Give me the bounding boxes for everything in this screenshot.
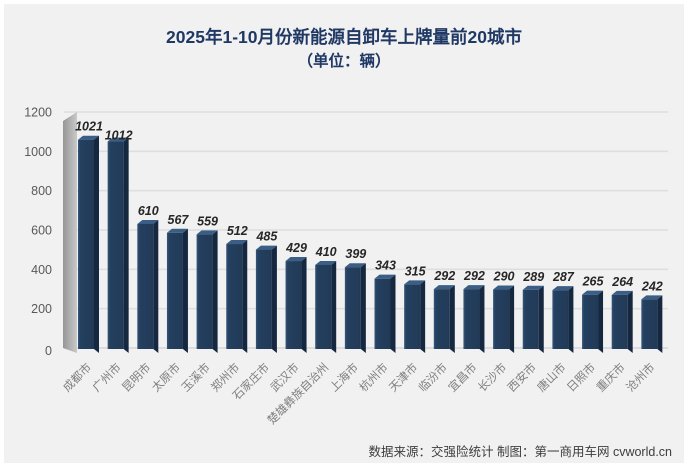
x-axis-category-label: 西安市 — [505, 360, 539, 394]
x-axis-category-label: 日照市 — [564, 360, 598, 394]
bar — [226, 240, 248, 353]
bar-value-label: 292 — [433, 269, 455, 283]
bar — [493, 285, 515, 353]
bar — [78, 135, 99, 353]
bar-value-label: 287 — [552, 270, 575, 284]
x-axis-category-label: 天津市 — [386, 360, 420, 394]
bar — [522, 285, 544, 353]
bar-value-label: 1012 — [105, 129, 133, 143]
bar-value-label: 292 — [463, 269, 485, 283]
chart-title: 2025年1-10月份新能源自卸车上牌量前20城市 — [166, 27, 522, 47]
bar — [374, 274, 396, 353]
bar-value-label: 559 — [197, 214, 218, 228]
bar — [315, 260, 337, 353]
bar-value-label: 410 — [315, 245, 337, 259]
x-axis-category-label: 临汾市 — [416, 360, 450, 394]
bar-value-label: 343 — [375, 259, 396, 273]
axis-wall-3d — [63, 112, 77, 353]
y-axis-tick-label: 1000 — [24, 145, 52, 159]
x-axis-category-label: 太原市 — [149, 360, 183, 394]
y-axis-tick-label: 400 — [31, 263, 52, 277]
bar — [404, 280, 426, 353]
data-source-note: 数据来源：交强险统计 制图：第一商用车网 cvworld.cn — [368, 445, 673, 459]
bar-value-label: 290 — [493, 270, 515, 284]
bar — [107, 137, 129, 353]
bar-value-label: 512 — [227, 224, 248, 238]
x-axis-category-label: 广州市 — [89, 360, 123, 394]
x-axis-category-label: 上海市 — [327, 360, 361, 394]
bar — [641, 295, 663, 353]
x-axis-category-label: 长沙市 — [475, 360, 509, 394]
bar-value-label: 485 — [255, 230, 278, 244]
bar-value-label: 429 — [285, 241, 307, 255]
x-axis-category-label: 唐山市 — [534, 360, 568, 394]
chart-header: 2025年1-10月份新能源自卸车上牌量前20城市 （单位：辆） — [0, 26, 688, 73]
x-axis-category-label: 杭州市 — [356, 360, 390, 394]
bar-value-label: 242 — [641, 279, 663, 293]
bar-value-label: 1021 — [75, 120, 103, 134]
y-axis-tick-label: 800 — [31, 184, 52, 198]
x-axis-category-label: 昆明市 — [119, 360, 153, 394]
y-axis-tick-label: 1200 — [24, 106, 52, 120]
bar — [137, 219, 159, 353]
bar-value-label: 315 — [405, 264, 427, 278]
bar-value-label: 264 — [611, 275, 633, 289]
x-axis-category-label: 成都市 — [60, 360, 94, 394]
x-axis-category-label: 沧州市 — [623, 360, 657, 394]
bar — [166, 228, 188, 353]
bar-value-label: 567 — [168, 213, 190, 227]
bar — [285, 257, 307, 353]
x-axis-category-label: 宜昌市 — [445, 360, 479, 394]
bar-value-label: 265 — [582, 275, 605, 289]
bar — [552, 286, 574, 353]
y-axis-tick-label: 200 — [31, 302, 52, 316]
bar — [433, 285, 455, 353]
x-axis-category-label: 玉溪市 — [178, 360, 212, 394]
y-axis-tick-label: 0 — [45, 344, 52, 358]
chart-subtitle: （单位：辆） — [297, 52, 391, 70]
bar — [611, 290, 633, 353]
bar — [255, 245, 277, 353]
bar-value-label: 610 — [138, 204, 159, 218]
bar-value-label: 289 — [522, 270, 544, 284]
x-axis-category-label: 重庆市 — [594, 360, 628, 394]
y-axis-tick-label: 600 — [31, 224, 52, 238]
bar — [582, 290, 604, 353]
bar — [344, 263, 366, 353]
bar — [463, 285, 485, 353]
bar-value-label: 399 — [345, 247, 366, 261]
bar — [196, 230, 218, 353]
